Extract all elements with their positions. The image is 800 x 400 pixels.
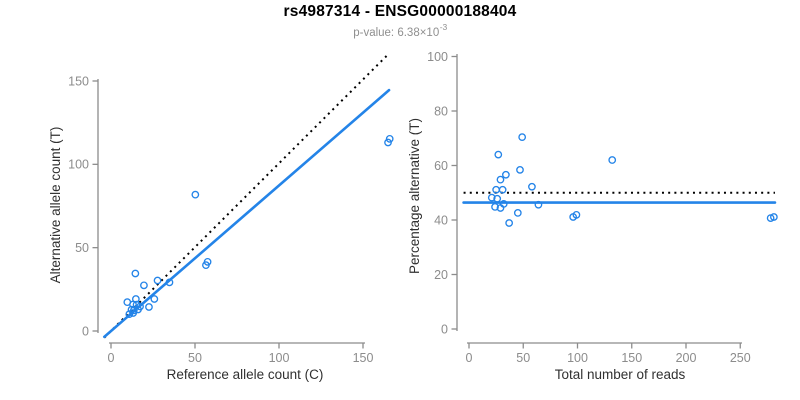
x-tick-label: 0 [466, 351, 473, 365]
data-point [145, 303, 153, 311]
y-tick-label: 80 [434, 104, 448, 118]
data-point [203, 257, 212, 266]
data-point [129, 309, 138, 317]
data-point [516, 165, 524, 174]
left-y-axis-title: Alternative allele count (T) [48, 126, 63, 284]
data-point [493, 194, 502, 203]
data-point [499, 200, 508, 208]
data-point [528, 182, 536, 191]
data-point [125, 310, 134, 319]
y-tick-label: 60 [434, 159, 448, 173]
x-tick-label: 50 [188, 351, 202, 365]
pvalue-text: p-value: 6.38×10 [353, 26, 440, 39]
y-tick-label: 50 [75, 241, 89, 255]
x-tick-label: 250 [730, 351, 751, 365]
x-tick-label: 200 [676, 351, 697, 365]
data-point [502, 170, 510, 179]
data-point [770, 213, 778, 221]
data-point [140, 281, 148, 290]
y-tick-label: 150 [68, 74, 89, 88]
data-point [513, 209, 522, 217]
x-tick-label: 150 [353, 351, 374, 365]
figure-title: rs4987314 - ENSG00000188404 [283, 3, 517, 20]
fit-line [102, 88, 391, 339]
y-tick-label: 100 [68, 158, 89, 172]
x-tick-label: 100 [269, 351, 290, 365]
data-point [498, 185, 507, 194]
data-point [153, 276, 162, 285]
data-point [766, 214, 775, 222]
data-point [572, 210, 581, 219]
left-scatter-plot: 0 50 100 150 0 50 100 150 [68, 55, 394, 365]
x-tick-label: 50 [516, 351, 530, 365]
data-point [608, 156, 617, 164]
right-scatter-plot: 0 50 100 150 200 250 0 20 40 60 80 100 [427, 50, 778, 365]
pvalue-exponent: -3 [439, 22, 448, 32]
y-tick-label: 20 [434, 268, 448, 282]
data-point [384, 138, 392, 147]
y-tick-label: 0 [82, 324, 89, 338]
data-point [165, 278, 174, 287]
x-tick-label: 0 [108, 351, 115, 365]
data-point [518, 133, 527, 142]
x-tick-label: 150 [621, 351, 642, 365]
data-point [131, 269, 140, 278]
identity-line [103, 55, 388, 339]
data-point [487, 193, 496, 202]
y-tick-label: 40 [434, 213, 448, 227]
data-point [534, 200, 543, 209]
data-point [505, 219, 514, 227]
data-point [385, 134, 394, 143]
data-point [150, 295, 159, 303]
right-y-axis-title: Percentage alternative (T) [407, 117, 422, 275]
y-tick-label: 100 [427, 50, 448, 64]
left-x-axis-title: Reference allele count (C) [166, 367, 324, 382]
data-point [191, 190, 200, 199]
data-point [494, 150, 503, 159]
figure-subtitle: p-value: 6.38×10-3 [0, 22, 800, 39]
data-point [136, 302, 144, 311]
right-x-axis-title: Total number of reads [554, 367, 686, 382]
x-tick-label: 100 [567, 351, 588, 365]
y-tick-label: 0 [441, 322, 448, 336]
data-point [491, 203, 499, 211]
data-point [496, 175, 505, 184]
